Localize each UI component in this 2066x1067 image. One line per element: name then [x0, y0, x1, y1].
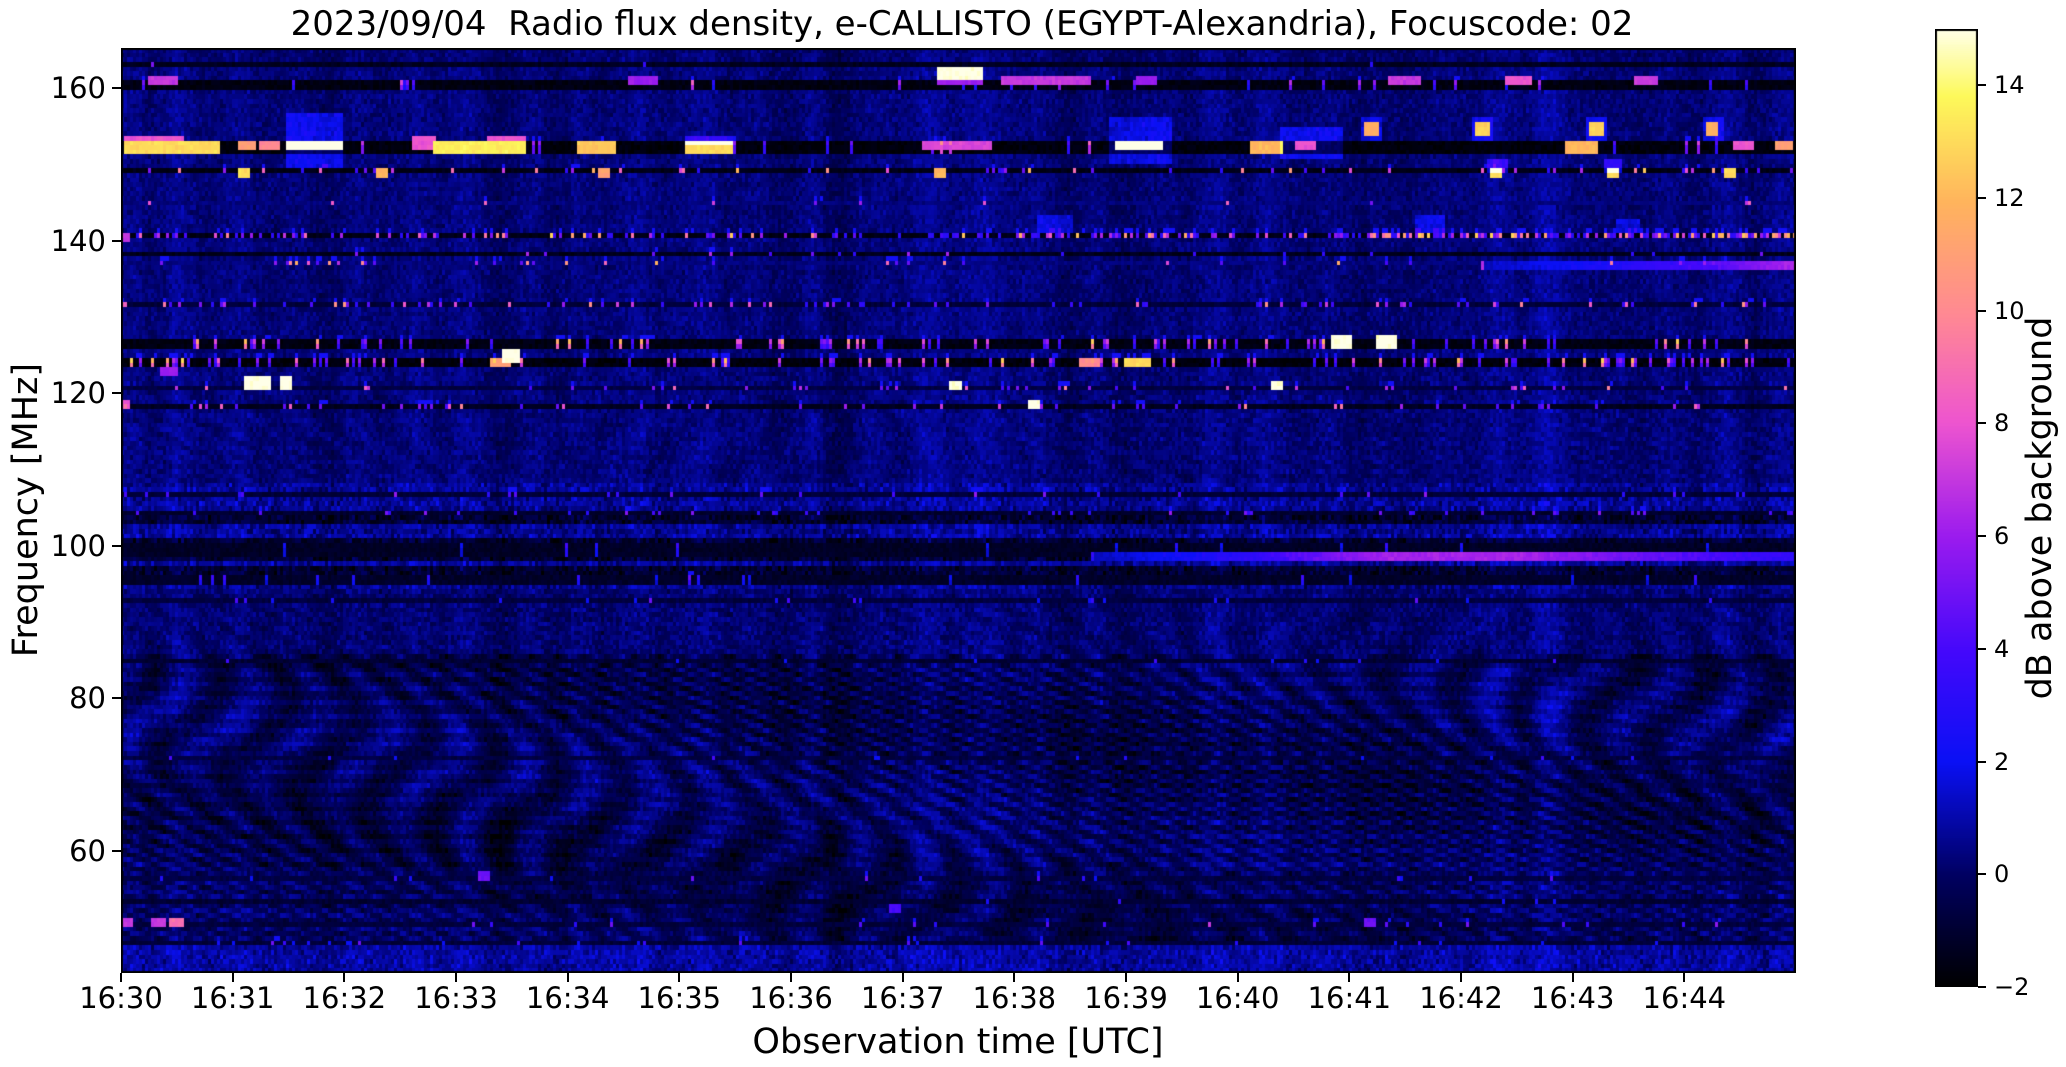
x-tick-mark	[790, 973, 792, 982]
x-tick-mark	[1348, 973, 1351, 982]
x-tick-mark	[455, 973, 457, 982]
x-tick-label: 16:33	[414, 981, 498, 1015]
x-tick-mark	[1571, 973, 1574, 982]
colorbar-tick-mark	[1978, 84, 1986, 87]
x-tick-mark	[1460, 973, 1462, 982]
y-tick-label: 120	[50, 376, 106, 411]
x-tick-label: 16:39	[1084, 981, 1168, 1015]
x-tick-mark	[1013, 973, 1016, 982]
x-tick-label: 16:43	[1530, 981, 1615, 1015]
x-tick-label: 16:38	[972, 981, 1057, 1015]
colorbar-tick-mark	[1978, 309, 1986, 312]
x-tick-label: 16:41	[1307, 981, 1392, 1015]
chart-title: 2023/09/04 Radio flux density, e-CALLIST…	[290, 4, 1634, 44]
y-tick-label: 80	[69, 681, 106, 716]
x-tick-label: 16:44	[1642, 981, 1727, 1015]
x-axis-label: Observation time [UTC]	[752, 1022, 1164, 1062]
y-tick-mark	[112, 849, 121, 852]
y-tick-mark	[112, 544, 121, 547]
x-tick-mark	[566, 973, 569, 982]
x-tick-mark	[1683, 973, 1686, 982]
y-tick-mark	[112, 239, 121, 242]
colorbar-canvas	[1935, 29, 1978, 987]
colorbar-tick-mark	[1978, 760, 1986, 763]
x-tick-label: 16:30	[79, 981, 163, 1015]
x-tick-mark	[1125, 973, 1127, 982]
colorbar-tick-mark	[1978, 647, 1986, 650]
colorbar-label: dB above background	[2020, 316, 2060, 700]
colorbar-tick-mark	[1978, 422, 1986, 425]
x-tick-mark	[678, 973, 681, 982]
colorbar-tick-label: 10	[1994, 296, 2025, 325]
colorbar-tick-label: 4	[1994, 634, 2010, 663]
colorbar-tick-mark	[1978, 535, 1986, 538]
y-axis-label: Frequency [MHz]	[6, 362, 46, 658]
y-tick-mark	[112, 392, 121, 395]
colorbar-tick-mark	[1978, 197, 1986, 200]
y-tick-mark	[112, 87, 121, 90]
colorbar-tick-label: 14	[1994, 71, 2025, 100]
colorbar-tick-label: 6	[1994, 522, 2010, 551]
colorbar-tick-label: 2	[1994, 747, 2010, 776]
x-tick-mark	[901, 973, 904, 982]
x-tick-label: 16:31	[190, 981, 275, 1015]
colorbar-tick-label: 8	[1994, 409, 2010, 438]
x-tick-label: 16:35	[637, 981, 722, 1015]
y-tick-label: 100	[50, 528, 106, 563]
y-tick-label: 140	[50, 223, 106, 258]
y-tick-label: 160	[50, 71, 106, 106]
x-tick-label: 16:32	[302, 981, 387, 1015]
x-tick-label: 16:34	[525, 981, 610, 1015]
x-tick-mark	[231, 973, 234, 982]
x-tick-label: 16:42	[1419, 981, 1503, 1015]
colorbar-tick-mark	[1978, 986, 1986, 988]
colorbar-tick-label: −2	[1994, 973, 2030, 1001]
spectrogram-canvas	[121, 48, 1796, 973]
x-tick-label: 16:36	[749, 981, 833, 1015]
colorbar-tick-mark	[1978, 873, 1986, 876]
x-tick-mark	[120, 973, 122, 982]
x-tick-mark	[343, 973, 346, 982]
x-tick-mark	[1236, 973, 1239, 982]
y-tick-label: 60	[69, 833, 106, 868]
x-tick-label: 16:37	[860, 981, 945, 1015]
x-tick-label: 16:40	[1195, 981, 1280, 1015]
colorbar-tick-label: 0	[1994, 860, 2010, 889]
y-tick-mark	[112, 697, 121, 700]
colorbar-tick-label: 12	[1994, 184, 2025, 213]
